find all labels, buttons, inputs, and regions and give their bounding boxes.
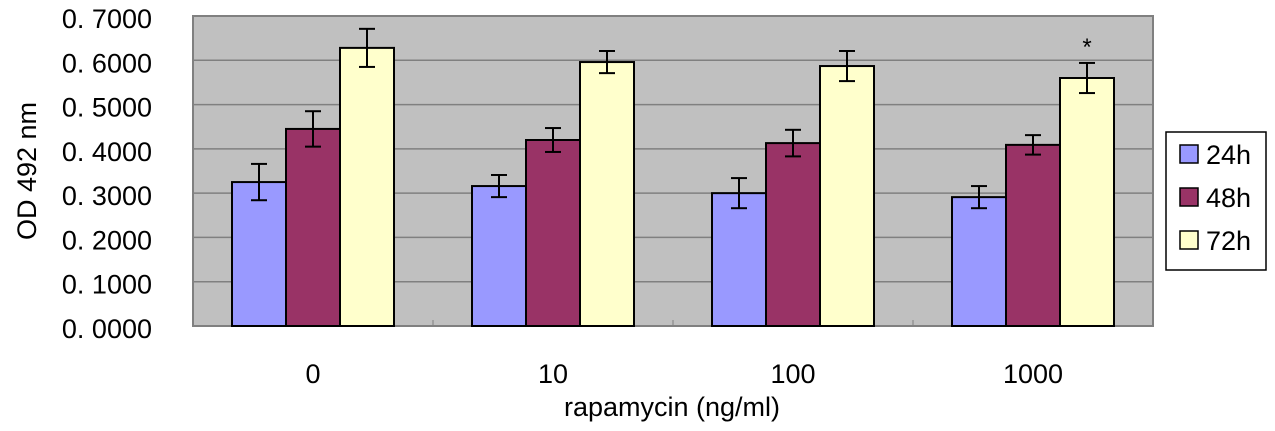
bar-48h-100	[765, 142, 821, 327]
x-axis-label: rapamycin (ng/ml)	[564, 392, 780, 422]
x-tick-label: 100	[770, 359, 815, 389]
y-tick-label: 0. 5000	[62, 93, 152, 123]
significance-marker: *	[1082, 34, 1091, 61]
legend-label-24h: 24h	[1206, 140, 1251, 170]
y-tick-label: 0. 6000	[62, 48, 152, 78]
legend-swatch-48h	[1179, 187, 1199, 207]
bar-48h-10	[525, 139, 581, 327]
y-tick-label: 0. 1000	[62, 270, 152, 300]
y-tick-label: 0. 0000	[62, 314, 152, 344]
y-axis-label: OD 492 nm	[12, 102, 42, 240]
y-tick-label: 0. 2000	[62, 225, 152, 255]
bar-24h-10	[471, 185, 527, 327]
y-tick-label: 0. 3000	[62, 181, 152, 211]
bar-24h-1000	[951, 196, 1007, 327]
legend: 24h 48h 72h	[1165, 131, 1267, 271]
bar-72h-0	[339, 46, 395, 328]
bar-72h-1000	[1059, 77, 1115, 327]
bar-24h-0	[231, 181, 287, 327]
bar-48h-1000	[1005, 143, 1061, 327]
bar-72h-100	[819, 65, 875, 328]
y-tick-label: 0. 4000	[62, 137, 152, 167]
x-tick-label: 0	[305, 359, 320, 389]
x-tick-label: 1000	[1003, 359, 1063, 389]
legend-label-72h: 72h	[1206, 226, 1251, 256]
legend-label-48h: 48h	[1206, 183, 1251, 213]
bar-24h-100	[711, 192, 767, 327]
x-tick-label: 10	[538, 359, 568, 389]
legend-swatch-72h	[1179, 230, 1199, 250]
bar-48h-0	[285, 127, 341, 327]
bar-72h-10	[579, 61, 635, 328]
y-tick-label: 0. 7000	[62, 4, 152, 34]
legend-swatch-24h	[1179, 144, 1199, 164]
